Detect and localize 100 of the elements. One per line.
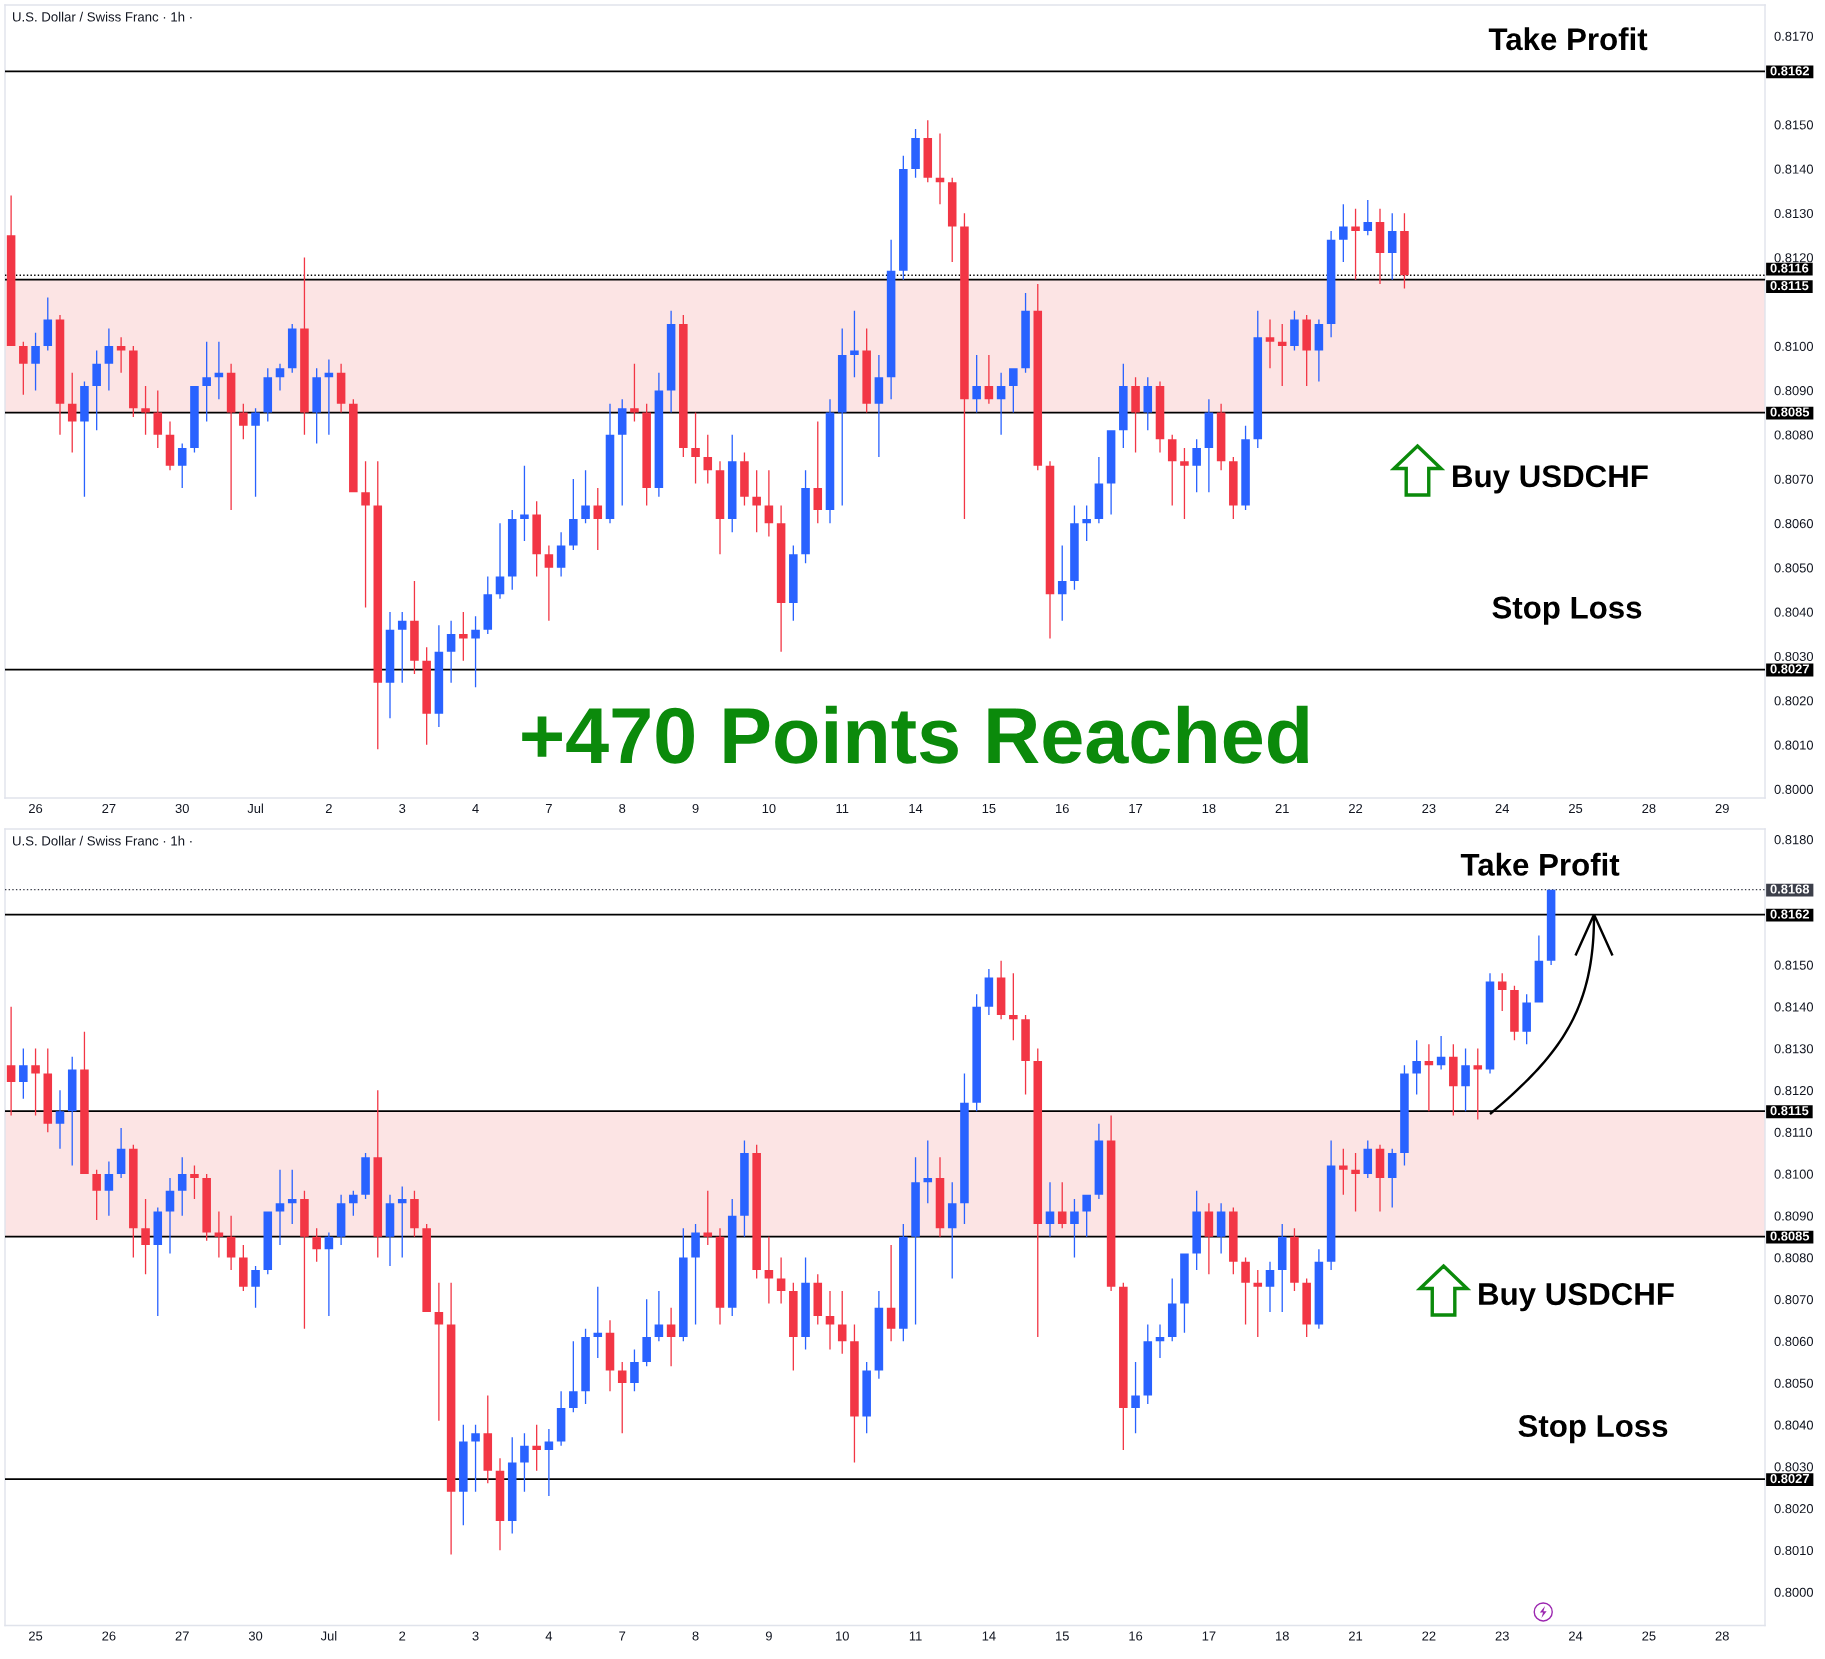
candlestick [1021,1015,1030,1095]
candlestick [1131,1362,1140,1434]
candlestick [813,1274,823,1325]
x-tick-label: 25 [29,1631,43,1641]
candlestick [801,470,810,564]
candlestick [226,363,236,511]
candlestick [764,470,774,537]
candlestick [569,479,578,550]
candlestick [1314,1249,1324,1329]
y-tick-label: 0.8180 [1774,835,1814,845]
candlestick [630,1349,639,1392]
x-tick-label: 27 [102,803,116,813]
candlestick [789,545,798,621]
y-tick-label: 0.8130 [1774,1044,1814,1054]
candlestick [177,443,187,488]
x-tick-label: 15 [1056,1631,1069,1641]
candlestick [251,1265,260,1308]
candlestick [336,363,346,413]
candlestick [1290,310,1299,351]
candlestick [1510,985,1519,1041]
candlestick [1155,1324,1165,1358]
candlestick [31,332,40,391]
candlestick [80,1031,89,1174]
candlestick [55,1090,65,1149]
candlestick [1522,994,1531,1045]
candlestick [263,368,273,422]
x-tick-label: 10 [836,1631,849,1641]
candlestick [275,1169,285,1246]
candlestick [129,1144,138,1258]
candlestick [92,1169,101,1220]
candlestick [581,470,590,524]
y-tick-label: 0.8080 [1774,430,1814,440]
annotation: Buy USDCHF [1453,465,1648,494]
chart-title: U.S. Dollar / Swiss Franc · 1h · [13,835,192,846]
candlestick [1400,213,1409,289]
candlestick [459,1424,468,1526]
y-tick-label: 0.8030 [1774,1462,1814,1472]
candlestick [862,1362,871,1434]
x-tick-label: 16 [1056,803,1069,814]
candlestick [141,385,150,435]
candlestick [984,354,994,404]
candlestick [1094,1123,1104,1200]
candlestick [495,523,505,599]
candlestick [80,381,89,497]
y-tick-label: 0.8110 [1774,1127,1813,1137]
candlestick [886,1245,896,1342]
annotation: Take Profit [1460,852,1620,876]
annotation: Take Profit [1488,27,1648,51]
candlestick [19,341,28,395]
candlestick [1070,505,1079,590]
candlestick [251,408,260,497]
x-tick-label: Jul [247,803,263,814]
candlestick [1192,1190,1201,1271]
y-tick-label: 0.8150 [1774,120,1814,130]
candlestick [837,328,847,506]
candlestick [1106,430,1116,515]
ref-line-label: 0.8115 [1770,1106,1809,1116]
candlestick [825,1291,835,1350]
candlestick [679,315,688,457]
y-tick-label: 0.8100 [1774,1169,1814,1179]
candlestick [1241,425,1250,511]
candlestick [1461,1048,1470,1112]
x-tick-label: 24 [1495,803,1510,813]
x-tick-label: 30 [175,803,189,814]
y-tick-label: 0.8050 [1774,1378,1814,1388]
candlestick [483,576,493,635]
candlestick [666,310,676,413]
candlestick [642,403,651,506]
candlestick [1070,1199,1079,1258]
candlestick [1082,1194,1091,1237]
candlestick [691,1224,700,1325]
x-tick-label: 9 [692,803,699,814]
candlestick [1192,439,1201,493]
candlestick [703,1190,713,1246]
candlestick [752,1144,761,1279]
candlestick [92,350,101,431]
candlestick [1216,1203,1226,1254]
candlestick [1534,935,1544,1003]
annotation: Buy USDCHF [1479,1283,1674,1312]
candlestick [984,969,994,1016]
candlestick [1167,1278,1177,1342]
candlestick [1033,1048,1043,1337]
candlestick [1057,1182,1067,1229]
candlestick [532,501,541,577]
y-tick-label: 0.8000 [1774,784,1814,794]
candlestick [740,1140,749,1237]
y-tick-label: 0.8120 [1774,1085,1814,1096]
ref-line-label: 0.8162 [1770,66,1809,76]
candlestick [67,372,77,453]
x-tick-label: 28 [1642,803,1656,814]
x-tick-label: 9 [765,1631,772,1641]
candlestick [520,1433,529,1492]
x-tick-label: 2 [325,803,332,813]
candlestick [886,239,896,400]
candlestick [116,337,126,373]
y-tick-label: 0.8100 [1774,341,1814,351]
candlestick [1375,1144,1385,1212]
x-tick-label: 28 [1715,1631,1729,1641]
candlestick [1485,973,1495,1074]
x-tick-label: 25 [1642,1631,1656,1641]
